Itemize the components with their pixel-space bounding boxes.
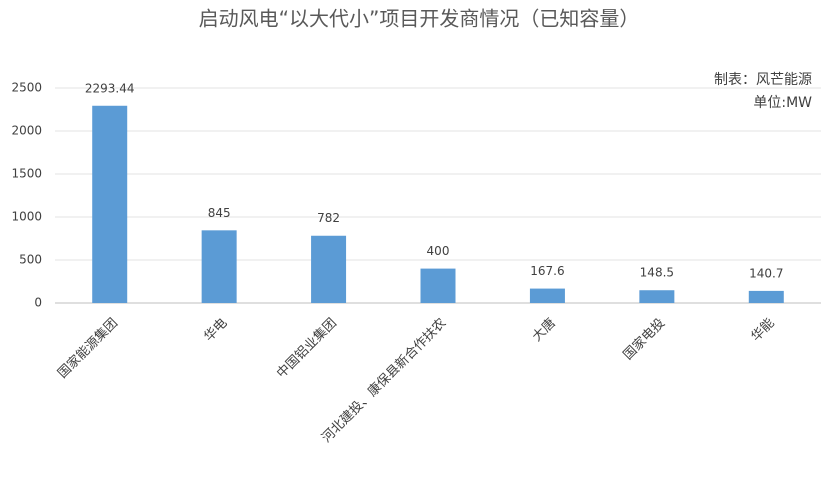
x-tick-label: 国家能源集团 — [55, 315, 121, 381]
data-label: 148.5 — [640, 266, 674, 280]
y-tick-label: 1500 — [11, 167, 42, 181]
x-tick-label: 河北建投、康保县新合作扶农 — [318, 315, 449, 446]
chart-title: 启动风电“以大代小”项目开发商情况（已知容量） — [199, 7, 640, 31]
data-label: 140.7 — [749, 266, 783, 280]
bar — [201, 230, 237, 303]
bar — [420, 268, 456, 303]
x-tick-label: 华电 — [201, 316, 230, 345]
annotation: 制表：风芒能源 — [714, 72, 812, 88]
y-tick-label: 1000 — [11, 210, 42, 224]
data-label: 2293.44 — [85, 81, 135, 95]
x-tick-label: 华能 — [749, 316, 778, 345]
y-tick-label: 0 — [34, 296, 42, 310]
bar — [92, 105, 128, 303]
x-tick-label: 中国铝业集团 — [273, 315, 339, 381]
y-tick-label: 2000 — [11, 124, 42, 138]
x-tick-label: 大唐 — [529, 315, 559, 345]
y-tick-label: 500 — [19, 253, 42, 267]
x-tick-label: 国家电投 — [620, 315, 668, 363]
bar — [529, 288, 565, 303]
bar — [639, 290, 675, 303]
bar — [748, 290, 784, 303]
data-label: 167.6 — [530, 264, 564, 278]
bar — [311, 235, 347, 303]
data-label: 782 — [317, 211, 340, 225]
data-label: 845 — [208, 206, 231, 220]
y-tick-label: 2500 — [11, 81, 42, 95]
annotation: 单位:MW — [753, 95, 812, 111]
data-label: 400 — [427, 244, 450, 258]
